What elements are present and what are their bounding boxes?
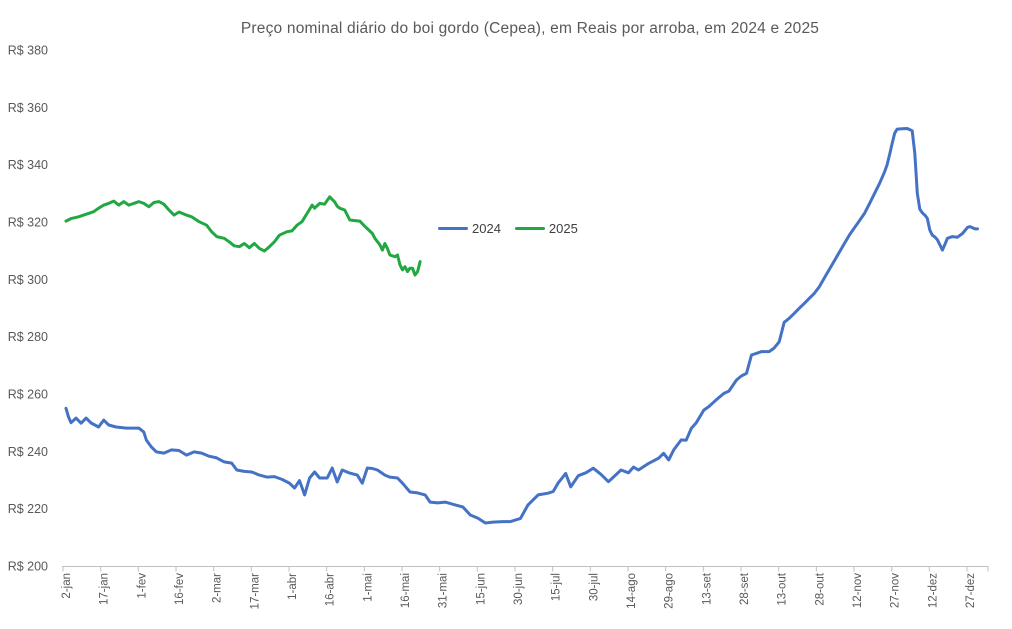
x-axis-label: 12-nov [852,573,864,608]
x-axis-label: 28-out [814,572,826,605]
series-line-2025 [64,195,422,277]
y-axis-label: R$ 380 [8,44,48,58]
x-axis-label: 30-jun [513,573,525,605]
x-axis-label: 15-jun [475,573,487,605]
x-axis-label: 27-dez [965,573,977,608]
x-axis-label: 31-mai [438,573,450,608]
legend-label-2024: 2024 [472,221,501,236]
y-axis-label: R$ 260 [8,388,48,402]
y-axis-label: R$ 220 [8,502,48,516]
x-axis-label: 16-fev [174,573,186,605]
x-axis-label: 13-set [701,572,713,605]
y-axis-label: R$ 300 [8,273,48,287]
x-axis-label: 15-jul [551,573,563,601]
x-axis-label: 2-mar [212,573,224,603]
y-axis-label: R$ 280 [8,330,48,344]
y-axis-label: R$ 340 [8,158,48,172]
x-axis-label: 28-set [739,572,751,605]
legend-item-2024: 2024 [438,221,501,236]
series-line-2024 [64,127,979,525]
y-axis-label: R$ 360 [8,101,48,115]
legend-swatch-2024 [438,227,468,230]
x-axis-label: 1-fev [136,573,148,599]
x-axis-label: 1-mai [362,573,374,602]
x-axis-label: 13-out [777,572,789,605]
x-axis-label: 2-jan [61,573,73,599]
legend-item-2025: 2025 [514,221,578,236]
legend-swatch-2025 [514,227,545,230]
legend-label-2025: 2025 [548,221,578,236]
x-axis-label: 27-nov [890,573,902,608]
y-axis-label: R$ 320 [8,216,48,230]
x-axis-label: 30-jul [588,573,600,601]
y-axis-label: R$ 240 [8,445,48,459]
legend: 2024 2025 [438,221,578,236]
x-axis-label: 29-ago [664,573,676,609]
x-axis-label: 17-mar [249,573,261,610]
x-axis-label: 1-abr [287,573,299,600]
x-axis-label: 12-dez [927,573,939,608]
x-axis-label: 14-ago [626,573,638,609]
x-axis-label: 16-abr [325,573,337,606]
y-axis-label: R$ 200 [8,560,48,574]
x-axis-label: 17-jan [99,573,111,605]
x-axis-label: 16-mai [400,573,412,608]
chart-title: Preço nominal diário do boi gordo (Cepea… [240,20,820,37]
